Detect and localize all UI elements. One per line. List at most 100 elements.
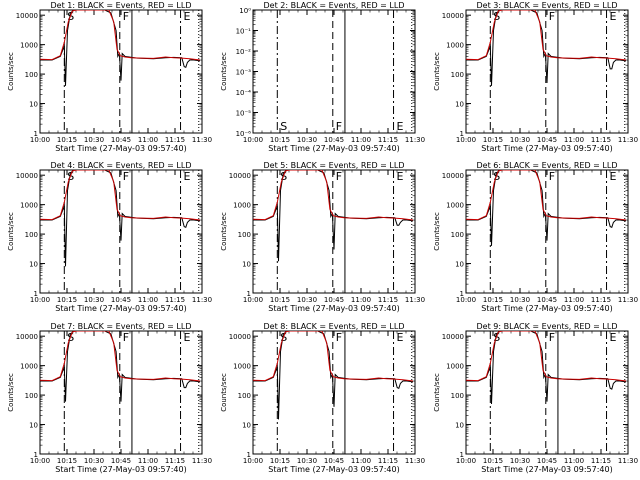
y-tick-label: 1000 [20, 202, 38, 210]
y-axis-label: Counts/sec [7, 52, 15, 91]
x-tick-label: 10:15 [57, 457, 77, 465]
panel-7: Det 7: BLACK = Events, RED = LLD 1 10 100 10… [7, 322, 212, 474]
y-tick-label: 1000 [446, 202, 464, 210]
x-tick-label: 11:15 [165, 296, 185, 304]
x-tick-label: 10:45 [324, 457, 344, 465]
x-tick-label: 10:00 [243, 296, 263, 304]
x-tick-label: 10:30 [510, 296, 530, 304]
y-tick-label: 10⁻⁶ [236, 130, 252, 138]
x-tick-label: 11:00 [351, 457, 371, 465]
marker-label-F: F [336, 331, 342, 344]
series-lld [253, 331, 414, 382]
x-axis-label: Start Time (27-May-03 09:57:40) [481, 465, 612, 474]
x-tick-label: 11:30 [618, 296, 638, 304]
series-lld [40, 331, 201, 382]
marker-label-S: S [280, 120, 287, 133]
y-tick-label: 100 [25, 231, 38, 239]
panel-title: Det 2: BLACK = Events, RED = LLD [264, 1, 405, 10]
x-tick-label: 10:00 [456, 296, 476, 304]
marker-label-E: E [184, 170, 191, 183]
x-tick-label: 10:30 [297, 457, 317, 465]
y-tick-label: 100 [25, 71, 38, 79]
y-tick-label: 100 [25, 392, 38, 400]
y-tick-label: 1000 [20, 42, 38, 50]
x-tick-label: 10:30 [510, 136, 530, 144]
y-tick-label: 10000 [16, 12, 38, 20]
y-tick-label: 10⁻⁴ [236, 89, 252, 97]
series-events [253, 331, 414, 420]
x-tick-label: 10:00 [243, 457, 263, 465]
x-tick-label: 11:15 [378, 136, 398, 144]
panel-title: Det 3: BLACK = Events, RED = LLD [477, 1, 618, 10]
marker-label-E: E [610, 331, 617, 344]
marker-label-F: F [549, 331, 555, 344]
x-tick-label: 10:30 [84, 296, 104, 304]
x-tick-label: 11:00 [138, 136, 158, 144]
panel-title: Det 9: BLACK = Events, RED = LLD [477, 322, 618, 331]
y-tick-label: 10⁻³ [236, 69, 252, 77]
series-events [466, 170, 627, 246]
x-tick-label: 11:00 [138, 296, 158, 304]
x-tick-label: 11:00 [351, 296, 371, 304]
x-axis-label: Start Time (27-May-03 09:57:40) [55, 465, 186, 474]
panel-title: Det 4: BLACK = Events, RED = LLD [51, 161, 192, 170]
marker-label-F: F [123, 10, 129, 23]
x-tick-label: 11:15 [165, 457, 185, 465]
x-tick-label: 10:00 [30, 296, 50, 304]
panel-5: Det 5: BLACK = Events, RED = LLD 1 10 100 10… [220, 161, 425, 313]
x-tick-label: 11:00 [564, 457, 584, 465]
x-axis-label: Start Time (27-May-03 09:57:40) [55, 144, 186, 153]
panel-title: Det 7: BLACK = Events, RED = LLD [51, 322, 192, 331]
marker-label-E: E [397, 120, 404, 133]
x-tick-label: 10:15 [270, 136, 290, 144]
marker-label-E: E [184, 331, 191, 344]
y-tick-label: 10 [29, 101, 38, 109]
x-axis-label: Start Time (27-May-03 09:57:40) [55, 304, 186, 313]
x-tick-label: 11:30 [618, 136, 638, 144]
series-events [40, 10, 201, 86]
x-tick-label: 10:15 [270, 296, 290, 304]
x-tick-label: 10:45 [111, 296, 131, 304]
x-tick-label: 11:30 [192, 296, 212, 304]
x-tick-label: 10:30 [84, 457, 104, 465]
y-tick-label: 10⁻¹ [236, 28, 252, 36]
y-tick-label: 10000 [442, 333, 464, 341]
y-tick-label: 10 [455, 101, 464, 109]
y-tick-label: 100 [451, 392, 464, 400]
panel-3: Det 3: BLACK = Events, RED = LLD 1 10 100 10… [433, 1, 638, 153]
panel-6: Det 6: BLACK = Events, RED = LLD 1 10 100 10… [433, 161, 638, 313]
x-tick-label: 11:15 [378, 457, 398, 465]
marker-label-F: F [549, 170, 555, 183]
marker-label-E: E [397, 170, 404, 183]
y-tick-label: 10 [29, 261, 38, 269]
marker-label-E: E [610, 170, 617, 183]
y-axis-label: Counts/sec [220, 373, 228, 412]
y-tick-label: 100 [238, 392, 251, 400]
series-lld [466, 10, 627, 61]
series-lld [40, 170, 201, 221]
y-tick-label: 1 [247, 451, 251, 459]
y-tick-label: 100 [238, 231, 251, 239]
y-tick-label: 10000 [16, 333, 38, 341]
y-axis-label: Counts/sec [433, 212, 441, 251]
panel-9: Det 9: BLACK = Events, RED = LLD 1 10 100 10… [433, 322, 638, 474]
marker-label-F: F [549, 10, 555, 23]
x-axis-label: Start Time (27-May-03 09:57:40) [268, 144, 399, 153]
x-tick-label: 10:45 [111, 457, 131, 465]
y-tick-label: 10⁰ [239, 7, 251, 15]
y-tick-label: 1 [247, 290, 251, 298]
y-tick-label: 10⁻² [236, 48, 252, 56]
series-lld [253, 170, 414, 221]
x-tick-label: 10:00 [30, 136, 50, 144]
marker-label-E: E [184, 10, 191, 23]
x-tick-label: 10:00 [456, 136, 476, 144]
y-tick-label: 1000 [233, 202, 251, 210]
panel-title: Det 5: BLACK = Events, RED = LLD [264, 161, 405, 170]
y-tick-label: 10⁻⁵ [236, 110, 252, 118]
y-tick-label: 100 [451, 231, 464, 239]
y-tick-label: 1 [34, 130, 38, 138]
x-tick-label: 11:30 [618, 457, 638, 465]
y-tick-label: 1000 [446, 363, 464, 371]
y-tick-label: 1 [460, 451, 464, 459]
